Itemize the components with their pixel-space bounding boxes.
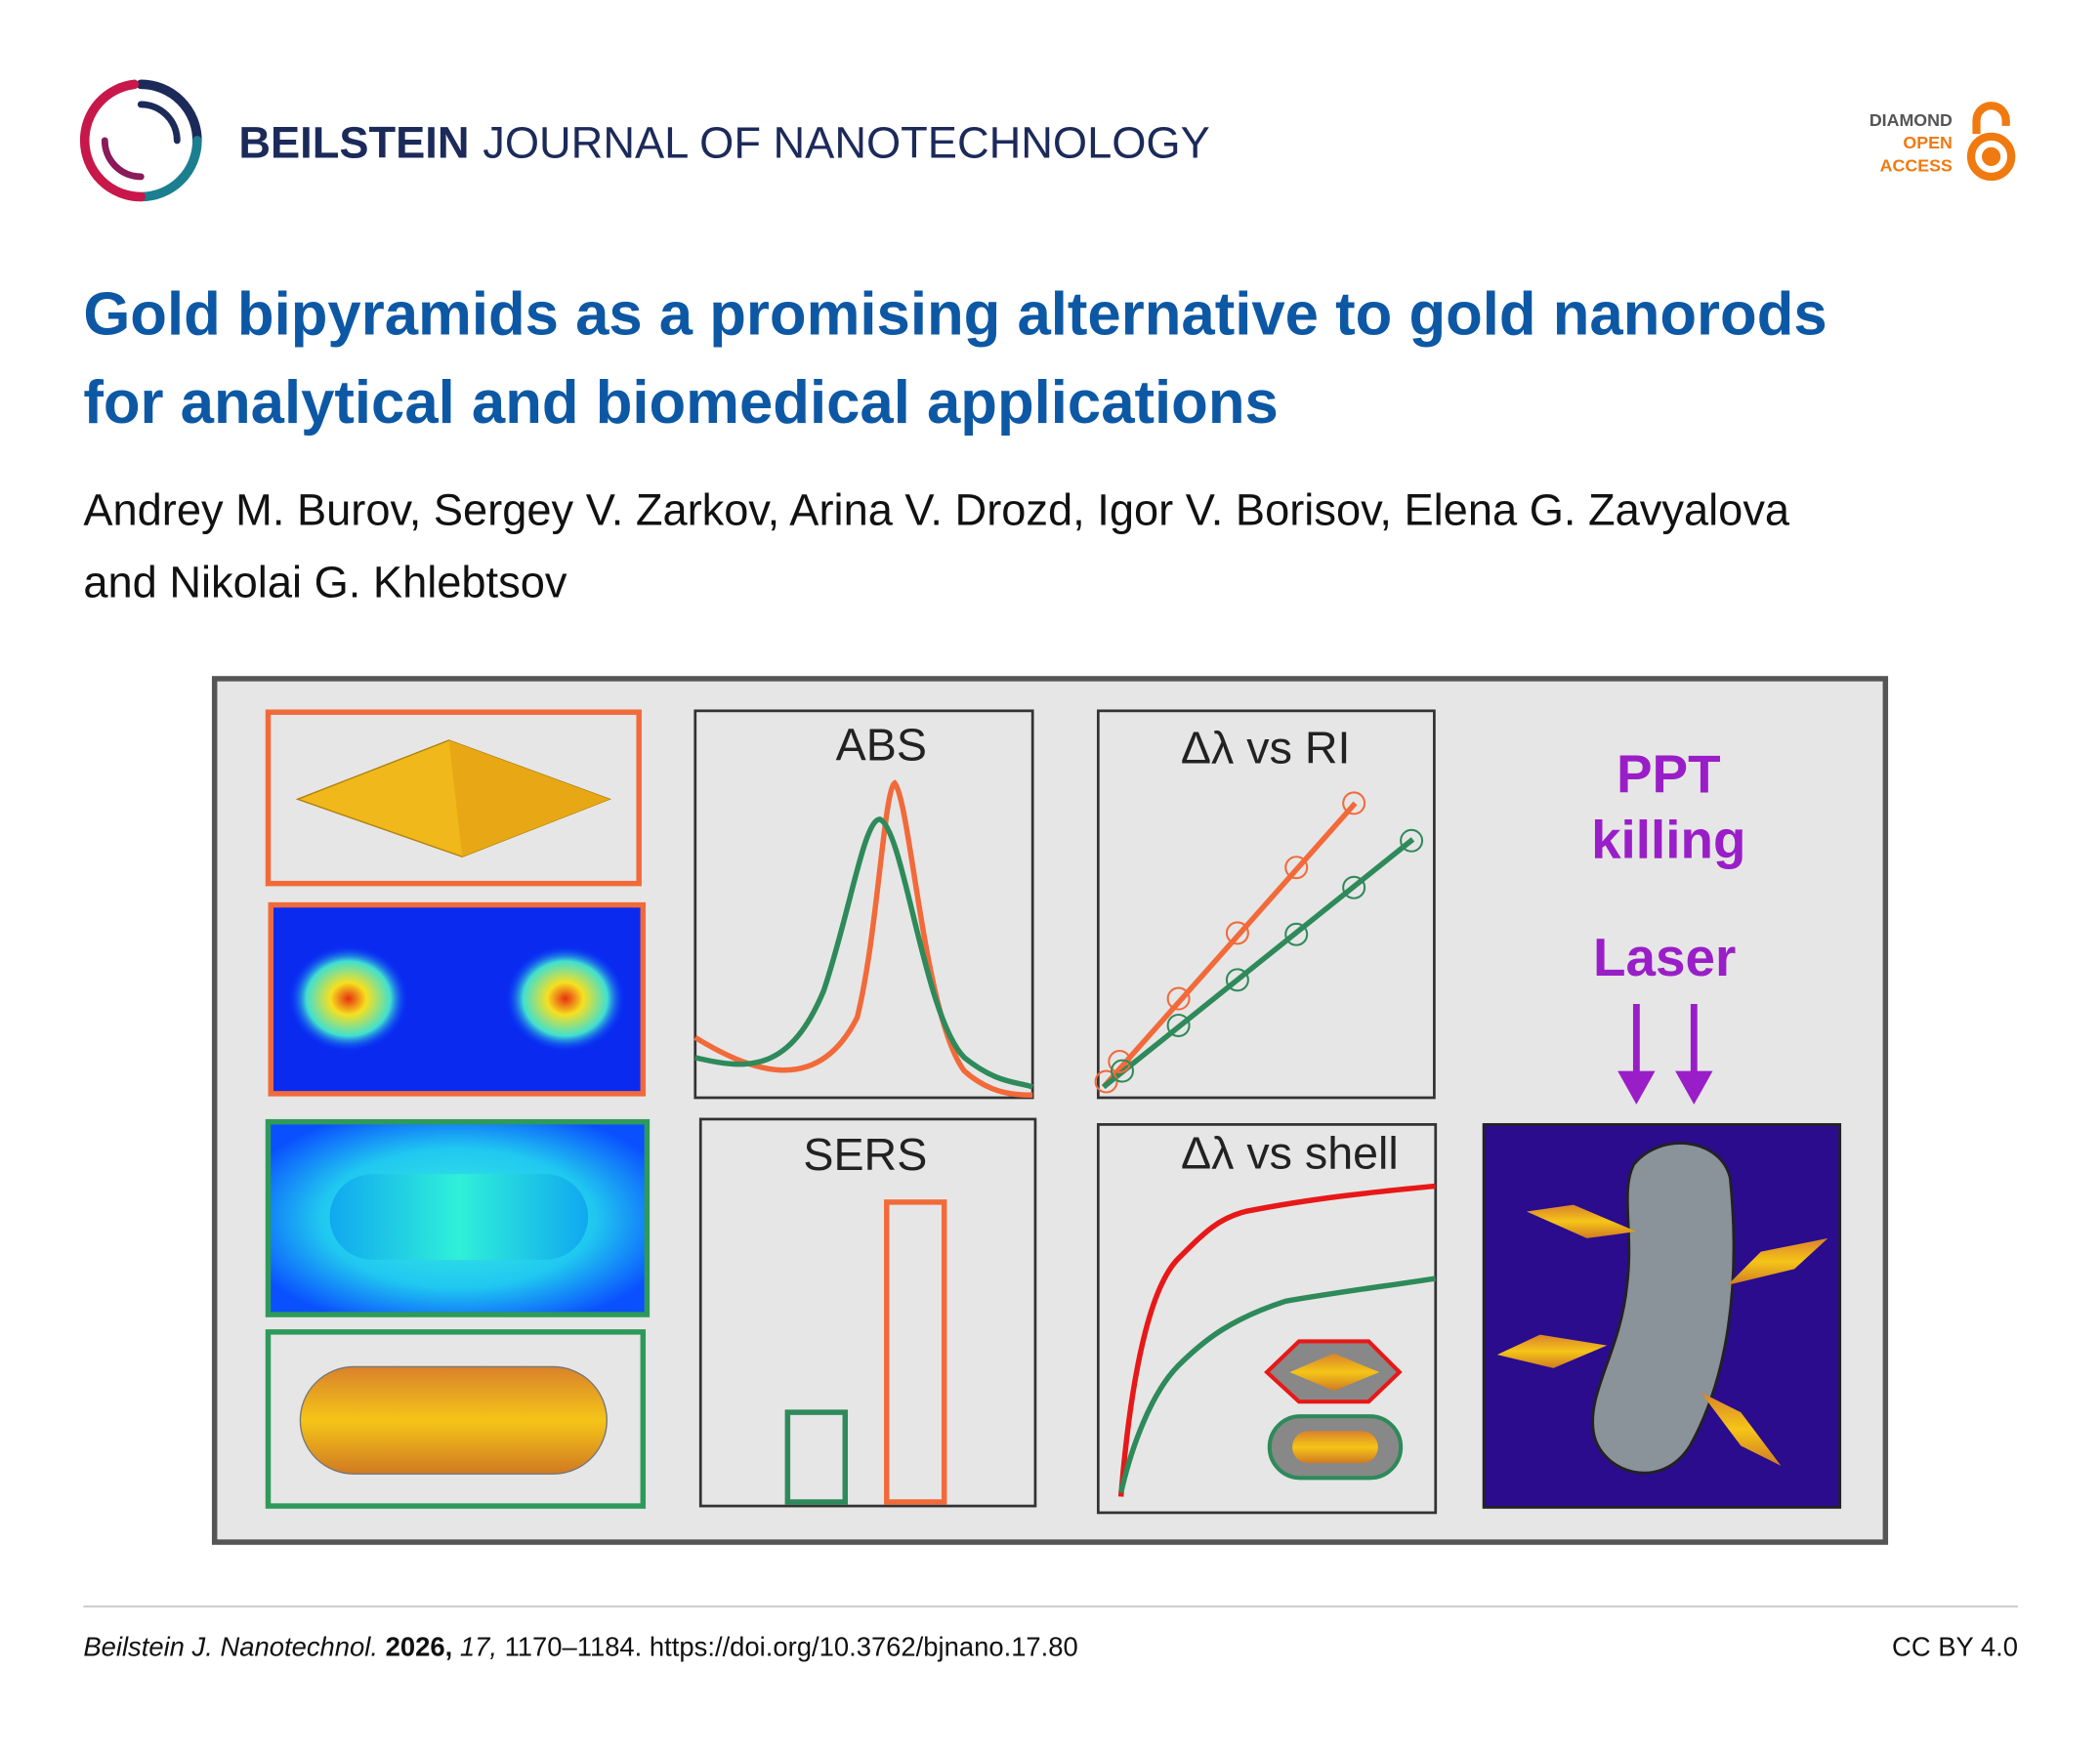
graphical-abstract: ABS Δλ vs RI SERS Δλ vs shell PPT killin…	[211, 676, 1889, 1545]
badge-text: OPEN	[1903, 133, 1952, 152]
panel-label: SERS	[803, 1129, 927, 1180]
panel-label: PPT	[1617, 743, 1721, 804]
authors: Andrey M. Burov, Sergey V. Zarkov, Arina…	[83, 484, 1790, 534]
text: 2026,	[386, 1632, 453, 1662]
text: 1170–1184.	[505, 1632, 643, 1662]
panel-label: Laser	[1593, 927, 1736, 987]
journal-logo	[79, 79, 202, 202]
text: Beilstein J. Nanotechnol.	[83, 1632, 378, 1662]
panel-label: Δλ vs shell	[1181, 1128, 1399, 1179]
panel-label: ABS	[836, 720, 927, 771]
text: https://doi.org/10.3762/bjnano.17.80	[650, 1632, 1078, 1662]
license: CC BY 4.0	[1892, 1632, 2018, 1662]
journal-name: BEILSTEIN JOURNAL OF NANOTECHNOLOGY	[238, 118, 1209, 168]
article-title: Gold bipyramids as a promising alternati…	[83, 281, 1827, 349]
open-access-icon	[1966, 102, 2016, 182]
text: JOURNAL OF NANOTECHNOLOGY	[483, 118, 1210, 168]
badge-text: ACCESS	[1880, 155, 1953, 175]
citation: Beilstein J. Nanotechnol. 2026, 17, 1170…	[83, 1632, 1077, 1662]
text: 17,	[460, 1632, 497, 1662]
text: BEILSTEIN	[238, 118, 469, 168]
authors: and Nikolai G. Khlebtsov	[83, 557, 567, 606]
badge-text: DIAMOND	[1869, 110, 1953, 130]
panel-label: killing	[1591, 810, 1745, 870]
panel-label: Δλ vs RI	[1181, 722, 1351, 773]
article-title: for analytical and biomedical applicatio…	[83, 369, 1278, 437]
